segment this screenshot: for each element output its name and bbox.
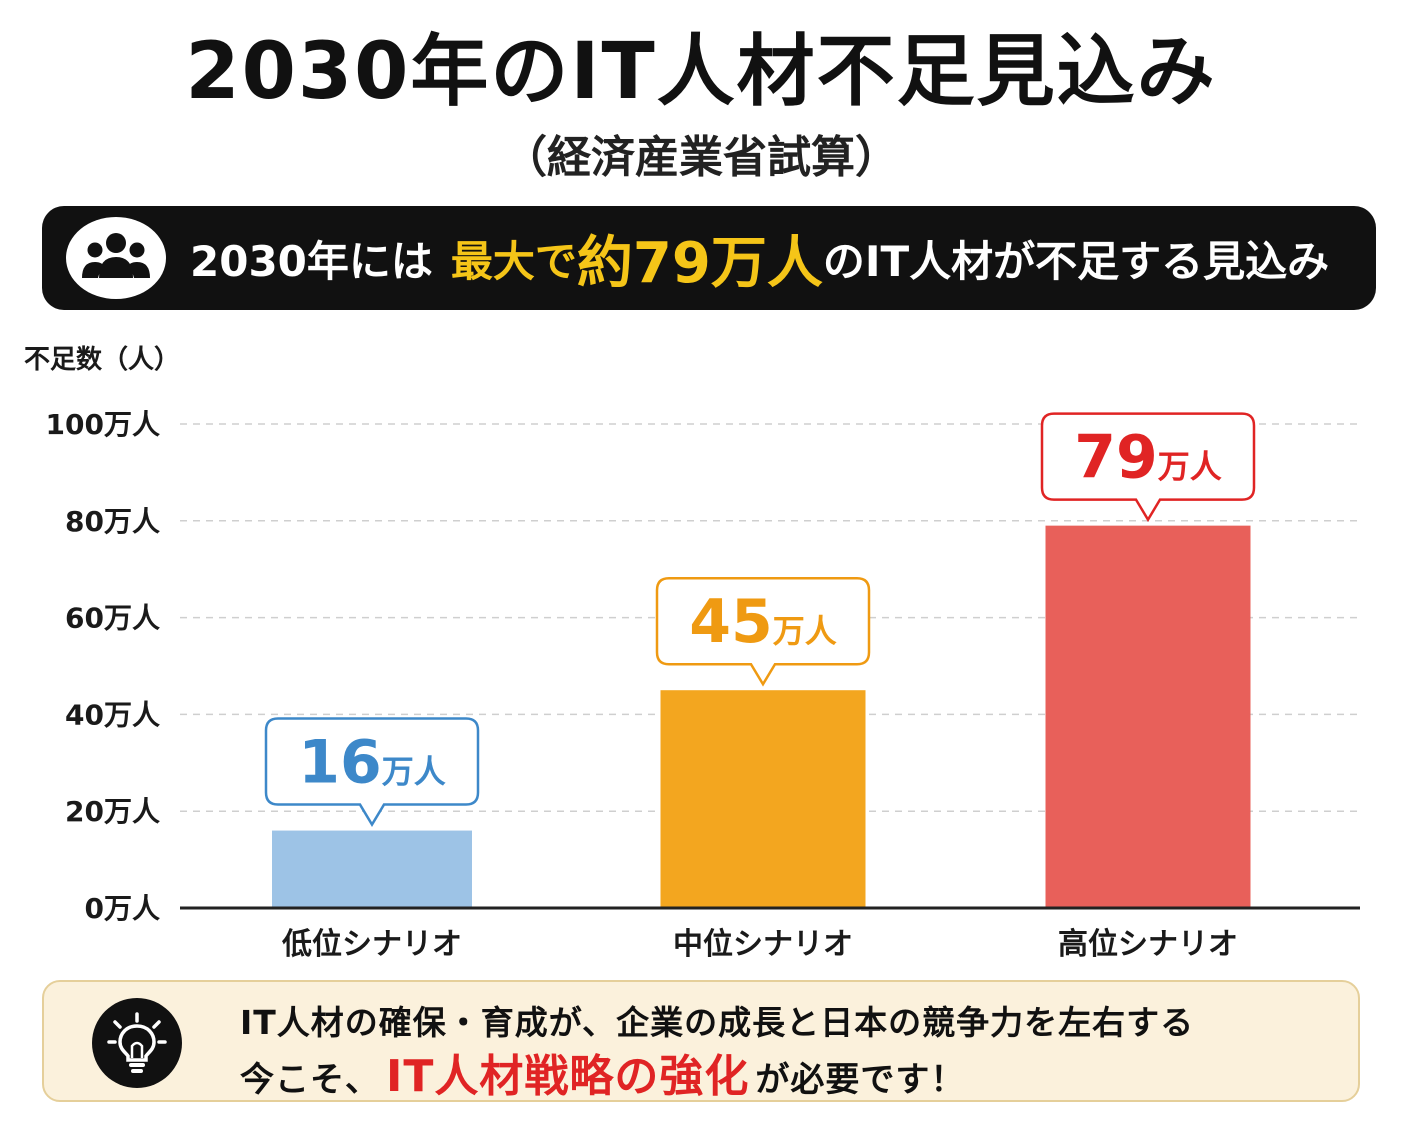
banner-highlight-pre: 最大で — [450, 236, 577, 286]
data-label-number: 16 — [298, 728, 382, 798]
y-tick-label: 40万人 — [65, 698, 160, 731]
data-label-number: 45 — [689, 587, 773, 657]
message-line-2-suffix: が必要です！ — [755, 1060, 966, 1100]
people-group-icon — [66, 217, 166, 299]
y-tick-label: 100万人 — [46, 408, 160, 441]
data-label: 79万人 — [1074, 423, 1222, 493]
banner-text-suffix: のIT人材が不足する見込み — [822, 236, 1330, 286]
value-callout — [655, 576, 871, 687]
bar — [272, 830, 472, 908]
x-tick-label: 低位シナリオ — [281, 927, 462, 962]
y-axis-title: 不足数（人） — [24, 345, 180, 375]
value-callout — [1040, 412, 1256, 523]
message-line-2-prefix: 今こそ、 — [240, 1060, 380, 1100]
y-tick-label: 80万人 — [65, 505, 160, 538]
banner-highlight-number: 約79万人 — [576, 230, 823, 296]
data-label: 45万人 — [689, 587, 837, 657]
y-tick-label: 60万人 — [65, 602, 160, 635]
page-title: 2030年のIT人材不足見込み — [185, 27, 1217, 117]
message-line-1: IT人材の確保・育成が、企業の成長と日本の競争力を左右する — [240, 1003, 1195, 1042]
x-tick-label: 高位シナリオ — [1058, 927, 1238, 962]
lightbulb-icon — [92, 998, 182, 1088]
y-tick-label: 20万人 — [65, 795, 160, 828]
data-label-unit: 万人 — [773, 612, 837, 650]
data-label: 16万人 — [298, 728, 446, 798]
data-label-unit: 万人 — [382, 753, 446, 791]
data-label-unit: 万人 — [1158, 448, 1222, 486]
banner-text-prefix: 2030年には — [190, 236, 433, 286]
x-tick-label: 中位シナリオ — [673, 927, 853, 962]
message-box: IT人材の確保・育成が、企業の成長と日本の競争力を左右する 今こそ、 IT人材戦… — [42, 980, 1360, 1102]
value-callout — [264, 717, 480, 827]
data-label-number: 79 — [1074, 423, 1158, 493]
bar-chart: 不足数（人）0万人20万人40万人60万人80万人100万人16万人低位シナリオ… — [24, 345, 1360, 962]
page-subtitle: （経済産業省試算） — [503, 132, 899, 183]
y-tick-label: 0万人 — [85, 892, 160, 925]
bar — [660, 690, 866, 908]
message-line-2-emphasis: IT人材戦略の強化 — [386, 1051, 750, 1102]
summary-banner: 2030年には 最大で 約79万人 のIT人材が不足する見込み — [42, 206, 1376, 310]
bar — [1045, 525, 1251, 908]
